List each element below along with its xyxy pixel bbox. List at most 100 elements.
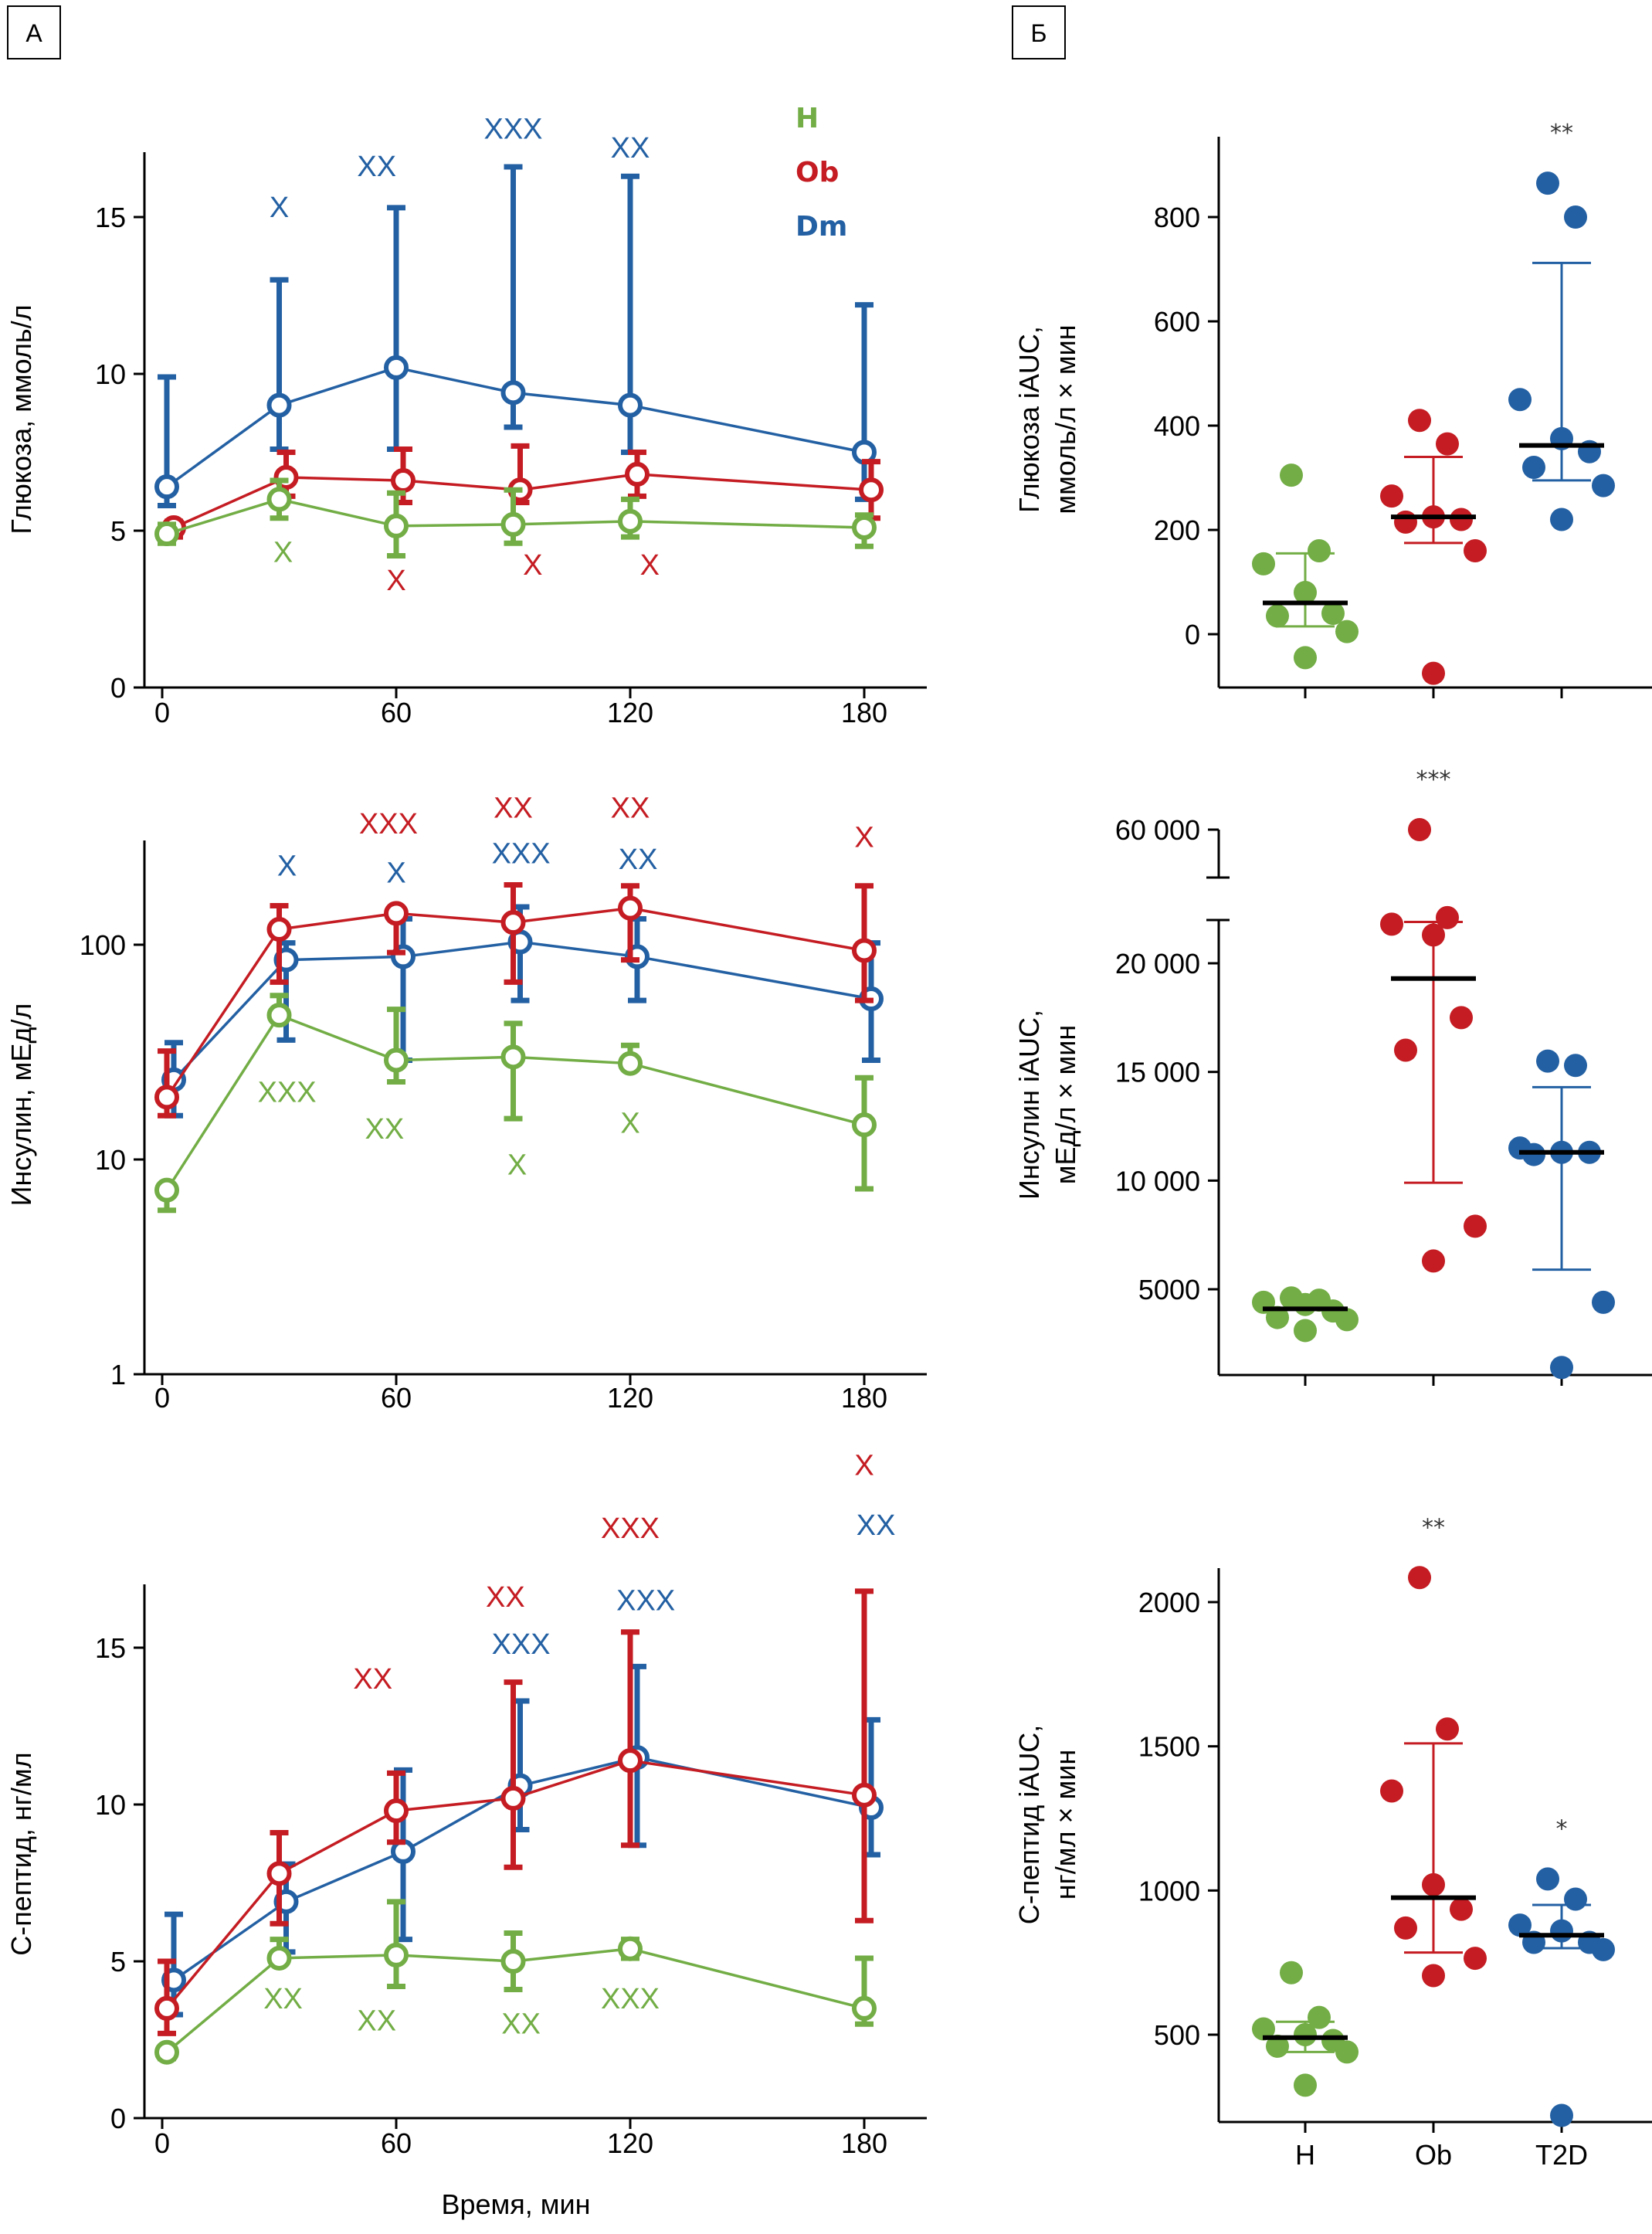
data-point: [1394, 1916, 1417, 1940]
significance-mark: X: [507, 1149, 527, 1182]
series-line: [172, 1756, 872, 1981]
group-t2d: **: [1508, 120, 1615, 531]
data-point: [625, 461, 650, 487]
data-point: [266, 392, 292, 418]
significance-mark: XXX: [492, 837, 551, 870]
x-tick-label: 0: [154, 697, 170, 728]
data-point: [500, 511, 526, 537]
y-tick-label: 10 000: [1115, 1165, 1200, 1197]
data-point: [1592, 1290, 1615, 1314]
significance-mark: X: [620, 1108, 639, 1140]
y-tick-label: 1000: [1138, 1875, 1200, 1906]
category-label: T2D: [1535, 2139, 1588, 2171]
legend-dm: Dm: [795, 211, 847, 243]
data-point: [1294, 1319, 1317, 1343]
data-point: [1592, 1937, 1615, 1961]
legend: H Ob Dm: [795, 103, 847, 243]
data-point: [500, 380, 526, 406]
group-h: [1252, 463, 1359, 670]
data-point: [1422, 661, 1445, 685]
y-tick-label: 0: [110, 2103, 126, 2134]
data-point: [1550, 1919, 1573, 1943]
panel-b-label-box: Б: [1012, 5, 1066, 59]
data-point: [1536, 1867, 1559, 1891]
data-point: [859, 477, 884, 503]
data-point: [1335, 1308, 1359, 1332]
x-tick-label: 60: [381, 2127, 412, 2159]
significance-mark: XX: [611, 793, 650, 825]
y-axis-label-line1: Глюкоза iAUC,: [1013, 326, 1045, 513]
data-point: [1564, 1054, 1587, 1078]
significance-mark: X: [273, 537, 293, 569]
data-point: [1380, 484, 1403, 508]
y-axis-label-line2: мЕд/л × мин: [1050, 1025, 1081, 1185]
data-point: [154, 1995, 179, 2021]
data-point: [1335, 2040, 1359, 2064]
significance-mark: X: [277, 850, 297, 882]
series-h: [154, 477, 877, 558]
significance-mark: XX: [365, 1113, 404, 1146]
data-point: [1294, 581, 1317, 604]
data-point: [154, 2039, 179, 2065]
data-point: [1508, 1913, 1532, 1937]
data-point: [852, 514, 877, 540]
chart-insulin_iauc: 5000 10 000 15 000 20 000 Инсулин iAUC, мЕд/л…: [1013, 766, 1652, 1386]
data-point: [1252, 552, 1275, 575]
data-point: [1280, 1961, 1303, 1984]
y-axis-label: Глюкоза, ммоль/л: [5, 304, 37, 534]
chart-glucose_iauc: 0 200 400 600 800 Глюкоза iAUC, ммоль/л × мин *…: [1013, 120, 1652, 698]
group-t2d: *: [1508, 1815, 1615, 2127]
data-point: [1335, 620, 1359, 643]
y-tick-label: 5000: [1138, 1274, 1200, 1305]
data-point: [1321, 602, 1345, 625]
y-axis-label-line2: нг/мл × мин: [1050, 1750, 1081, 1900]
data-point: [1294, 2073, 1317, 2097]
data-point: [1266, 1305, 1289, 1329]
y-tick-label: 5: [110, 515, 126, 547]
y-tick-label: 15: [95, 1632, 126, 1664]
series-h: [154, 1899, 877, 2065]
y-tick-label: 15 000: [1115, 1057, 1200, 1088]
data-point: [1464, 1214, 1487, 1238]
series-ob: [154, 1588, 877, 2036]
data-point: [1436, 432, 1459, 456]
data-point: [618, 392, 643, 418]
data-point: [384, 1047, 409, 1073]
data-point: [1550, 1356, 1573, 1380]
data-point: [852, 1995, 877, 2021]
significance-stars: **: [1550, 120, 1573, 147]
significance-mark: XX: [494, 793, 533, 825]
panel-a-label-box: А: [7, 5, 61, 59]
data-point: [1294, 2023, 1317, 2046]
group-ob: [1380, 409, 1487, 685]
data-point: [391, 468, 416, 494]
data-point: [384, 355, 409, 380]
data-point: [852, 938, 877, 963]
data-point: [1450, 1897, 1473, 1921]
data-point: [266, 1861, 292, 1886]
series-line: [173, 473, 872, 529]
y-tick-label: 100: [80, 929, 126, 961]
y-tick-label: 200: [1154, 514, 1200, 546]
x-tick-label: 60: [381, 697, 412, 728]
data-point: [266, 487, 292, 512]
y-axis-label-line1: С-пептид iAUC,: [1013, 1725, 1045, 1925]
y-tick-label: 20 000: [1115, 948, 1200, 979]
significance-mark: XX: [353, 1663, 392, 1696]
significance-mark: X: [523, 549, 542, 582]
significance-mark: XX: [619, 844, 658, 876]
significance-mark: XX: [263, 1983, 303, 2015]
significance-mark: X: [386, 857, 405, 889]
data-point: [1394, 510, 1417, 534]
legend-ob: Ob: [795, 157, 839, 188]
data-point: [1380, 912, 1403, 936]
data-point: [500, 910, 526, 935]
panel-a-label: А: [25, 19, 42, 47]
data-point: [500, 1785, 526, 1811]
significance-mark: XX: [486, 1581, 525, 1614]
data-point: [154, 1085, 179, 1110]
data-point: [1294, 1292, 1317, 1316]
